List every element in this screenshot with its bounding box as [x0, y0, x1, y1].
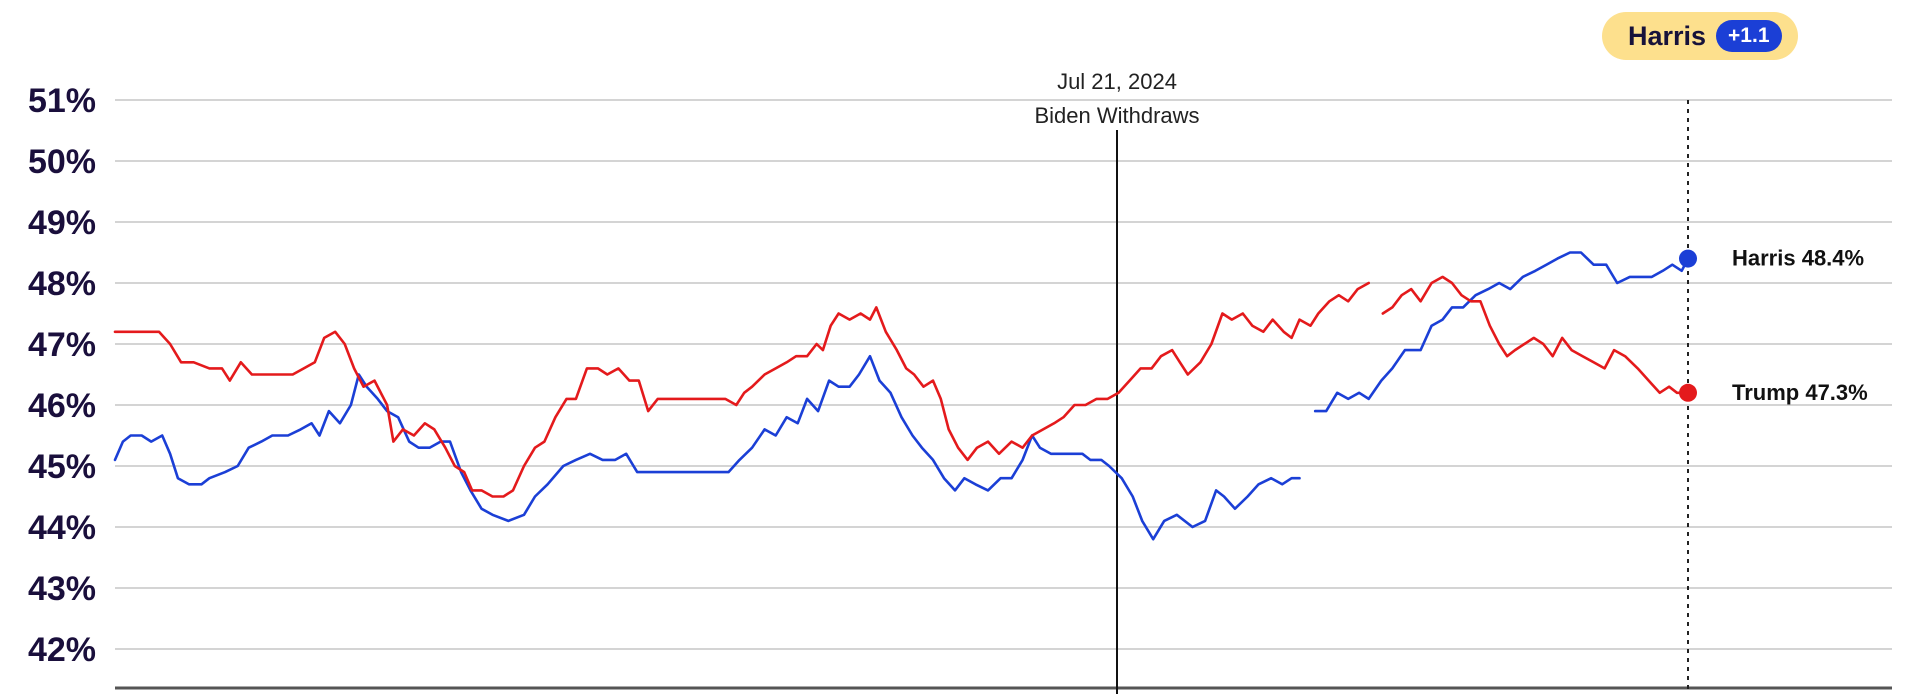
leader-name: Harris [1628, 20, 1707, 51]
series-end-markers: Harris 48.4% Trump 47.3% [1679, 246, 1868, 405]
harris-line-segment [1313, 251, 1690, 413]
trump-line-segment [113, 281, 1370, 498]
series-lines [113, 251, 1690, 541]
harris-line-segment [113, 354, 1301, 541]
trump-end-point [1679, 383, 1697, 402]
harris-end-label: Harris 48.4% [1732, 246, 1864, 271]
event-date-label: Jul 21, 2024 [1057, 69, 1177, 94]
y-tick-label: 50% [28, 143, 96, 181]
y-tick-label: 43% [28, 570, 96, 608]
y-tick-label: 44% [28, 509, 96, 547]
event-name-label: Biden Withdraws [1034, 103, 1199, 128]
y-tick-label: 42% [28, 631, 96, 669]
y-axis-tick-labels: 51% 50% 49% 48% 47% 46% 45% 44% 43% 42% [28, 82, 96, 669]
leader-badge: Harris +1.1 [1602, 12, 1798, 60]
trump-line-segment [1381, 275, 1690, 395]
y-tick-label: 48% [28, 265, 96, 303]
y-tick-label: 47% [28, 326, 96, 364]
trump-end-label: Trump 47.3% [1732, 380, 1868, 405]
y-tick-label: 45% [28, 448, 96, 486]
y-tick-label: 49% [28, 204, 96, 242]
y-tick-label: 51% [28, 82, 96, 120]
leader-margin-pill: +1.1 [1716, 20, 1782, 52]
y-tick-label: 46% [28, 387, 96, 425]
harris-end-point [1679, 249, 1697, 268]
grid-lines [115, 99, 1892, 650]
